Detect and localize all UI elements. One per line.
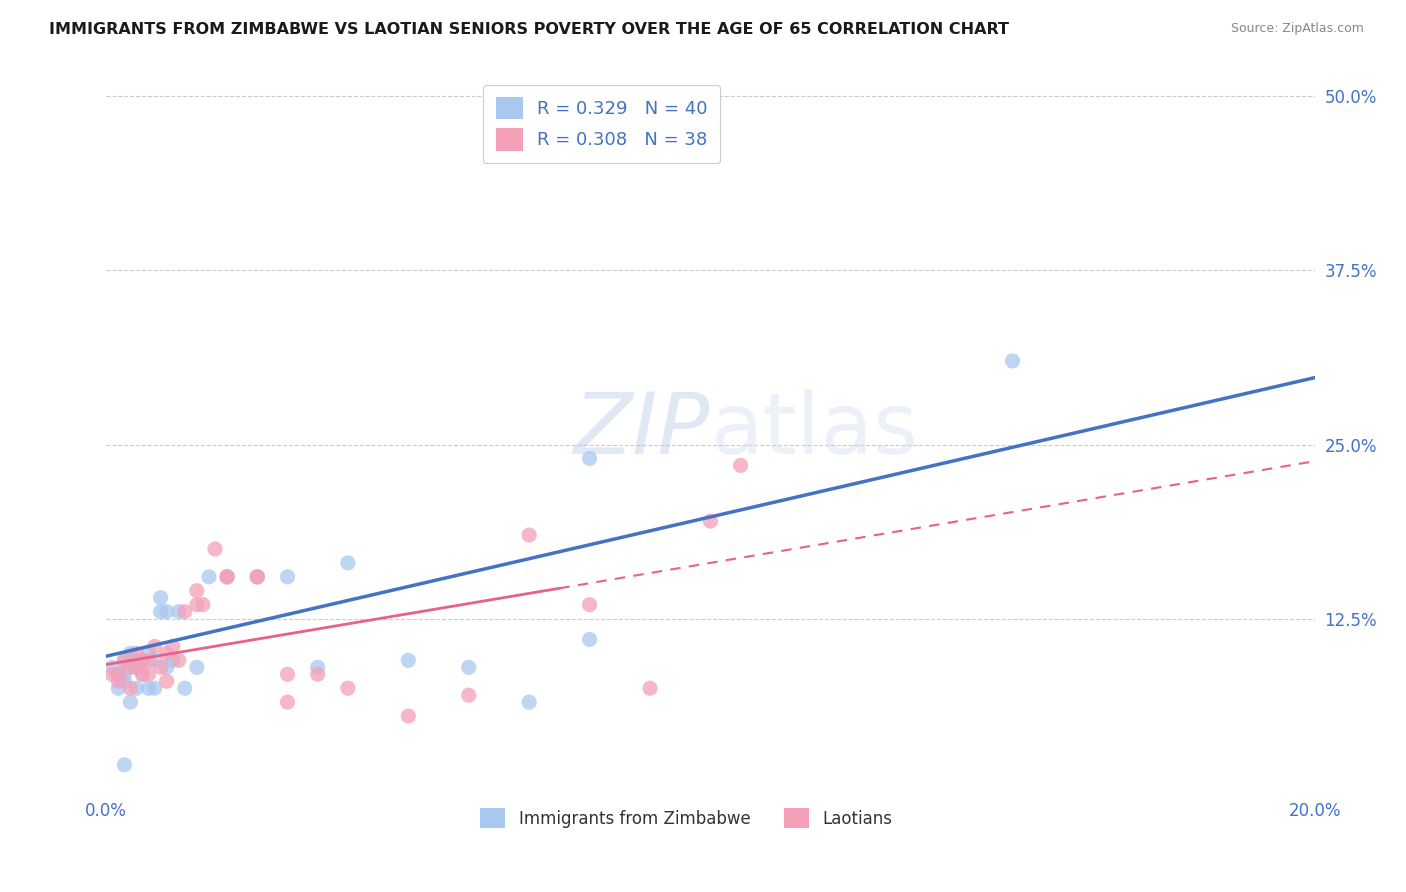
Point (149, 605, 172, 619)
Text: atlas: atlas (710, 389, 918, 472)
Point (336, 556, 359, 570)
Point (396, 653, 419, 667)
Point (131, 667, 153, 681)
Point (120, 660, 142, 674)
Point (186, 660, 208, 674)
Point (101, 667, 124, 681)
Point (143, 681, 166, 696)
Point (173, 681, 195, 696)
Point (156, 605, 179, 619)
Text: ZIP: ZIP (574, 389, 710, 472)
Point (307, 660, 329, 674)
Point (120, 653, 142, 667)
Point (107, 674, 129, 689)
Point (156, 660, 179, 674)
Point (336, 681, 359, 696)
Point (131, 653, 153, 667)
Point (307, 667, 329, 681)
Point (517, 695, 540, 709)
Point (112, 667, 135, 681)
Point (517, 528, 540, 542)
Point (143, 653, 166, 667)
Point (138, 681, 160, 696)
Point (578, 598, 600, 612)
Point (246, 570, 269, 584)
Point (162, 653, 184, 667)
Text: IMMIGRANTS FROM ZIMBABWE VS LAOTIAN SENIORS POVERTY OVER THE AGE OF 65 CORRELATI: IMMIGRANTS FROM ZIMBABWE VS LAOTIAN SENI… (49, 22, 1010, 37)
Point (107, 681, 129, 696)
Point (638, 681, 661, 696)
Point (217, 570, 239, 584)
Point (578, 451, 600, 466)
Text: Source: ZipAtlas.com: Source: ZipAtlas.com (1230, 22, 1364, 36)
Point (162, 640, 184, 654)
Point (167, 653, 190, 667)
Point (167, 605, 190, 619)
Point (125, 647, 148, 661)
Point (1001, 354, 1024, 368)
Point (217, 570, 239, 584)
Point (120, 647, 142, 661)
Point (156, 674, 179, 689)
Point (198, 570, 221, 584)
Point (578, 632, 600, 647)
Point (138, 653, 160, 667)
Point (125, 660, 148, 674)
Point (669, 89, 692, 103)
Point (149, 591, 172, 605)
Point (246, 570, 269, 584)
Point (246, 570, 269, 584)
Point (149, 660, 172, 674)
Point (131, 667, 153, 681)
Point (112, 653, 135, 667)
Point (131, 653, 153, 667)
Point (125, 653, 148, 667)
Point (204, 541, 226, 556)
Point (120, 681, 142, 696)
Point (276, 667, 298, 681)
Point (173, 605, 195, 619)
Point (276, 695, 298, 709)
Point (186, 598, 208, 612)
Point (120, 695, 142, 709)
Point (138, 647, 160, 661)
Point (125, 681, 148, 696)
Point (107, 667, 129, 681)
Point (191, 598, 214, 612)
Point (138, 667, 160, 681)
Point (112, 757, 135, 772)
Point (101, 660, 124, 674)
Point (143, 640, 166, 654)
Point (699, 514, 721, 528)
Point (125, 660, 148, 674)
Point (276, 570, 298, 584)
Point (107, 667, 129, 681)
Point (730, 458, 752, 473)
Point (186, 583, 208, 598)
Legend: Immigrants from Zimbabwe, Laotians: Immigrants from Zimbabwe, Laotians (474, 801, 898, 835)
Point (217, 570, 239, 584)
Point (457, 660, 479, 674)
Point (457, 688, 479, 702)
Point (156, 647, 179, 661)
Point (112, 674, 135, 689)
Point (112, 653, 135, 667)
Point (396, 709, 419, 723)
